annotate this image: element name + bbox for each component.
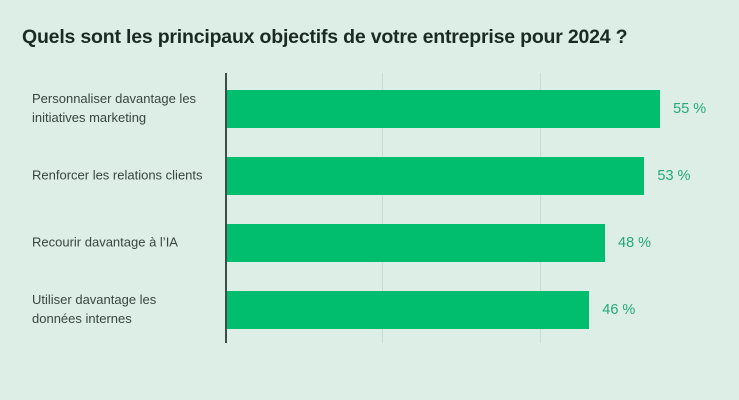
bar xyxy=(227,157,645,195)
category-label: Personnaliser davantage les initiatives … xyxy=(32,91,197,125)
chart-title: Quels sont les principaux objectifs de v… xyxy=(22,26,628,48)
bar-rows: Personnaliser davantage les initiatives … xyxy=(0,90,739,329)
gridline-40-percent xyxy=(540,73,541,343)
bar xyxy=(227,291,590,329)
bar-value-label: 48 % xyxy=(618,235,652,251)
category-label: Renforcer les relations clients xyxy=(32,167,203,183)
bar-row: Personnaliser davantage les initiatives … xyxy=(0,90,739,128)
bar xyxy=(227,90,661,128)
gridline-20-percent xyxy=(382,73,383,343)
bar-row: Utiliser davantage les données internes … xyxy=(0,291,739,329)
bar-row: Renforcer les relations clients 53 % xyxy=(0,157,739,195)
category-label: Utiliser davantage les données internes xyxy=(32,292,157,326)
bar-row: Recourir davantage à l’IA 48 % xyxy=(0,224,739,262)
bar xyxy=(227,224,605,262)
bar-value-label: 46 % xyxy=(602,302,636,318)
category-label: Recourir davantage à l’IA xyxy=(32,234,178,250)
y-axis-line xyxy=(225,73,227,343)
bar-chart: Personnaliser davantage les initiatives … xyxy=(0,73,739,343)
bar-value-label: 55 % xyxy=(673,101,707,117)
bar-value-label: 53 % xyxy=(657,168,691,184)
